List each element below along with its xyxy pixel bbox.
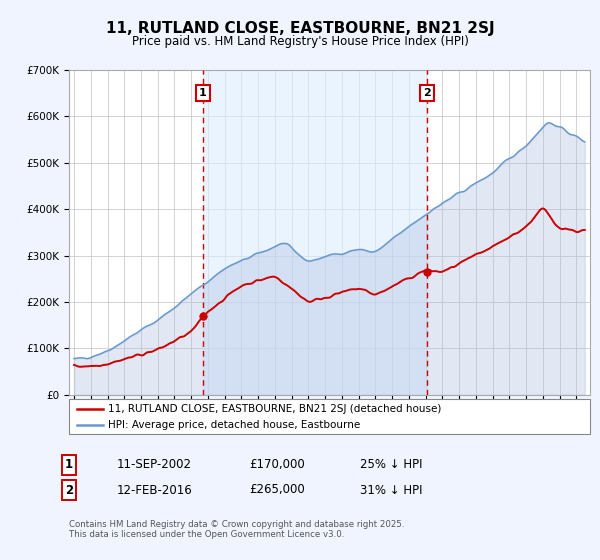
Bar (203, 70, 427, 395)
Text: Contains HM Land Registry data © Crown copyright and database right 2025.
This d: Contains HM Land Registry data © Crown c… (69, 520, 404, 539)
Text: 11-SEP-2002: 11-SEP-2002 (117, 458, 192, 472)
Text: 25% ↓ HPI: 25% ↓ HPI (360, 458, 422, 472)
Text: 11, RUTLAND CLOSE, EASTBOURNE, BN21 2SJ: 11, RUTLAND CLOSE, EASTBOURNE, BN21 2SJ (106, 21, 494, 36)
Text: HPI: Average price, detached house, Eastbourne: HPI: Average price, detached house, East… (108, 421, 361, 430)
Text: 2: 2 (424, 88, 431, 98)
Text: 11, RUTLAND CLOSE, EASTBOURNE, BN21 2SJ (detached house): 11, RUTLAND CLOSE, EASTBOURNE, BN21 2SJ … (108, 404, 442, 414)
Text: 1: 1 (199, 88, 207, 98)
Text: 31% ↓ HPI: 31% ↓ HPI (360, 483, 422, 497)
Text: 12-FEB-2016: 12-FEB-2016 (117, 483, 193, 497)
Text: 1: 1 (65, 458, 73, 472)
Text: £265,000: £265,000 (249, 483, 305, 497)
Text: £170,000: £170,000 (249, 458, 305, 472)
Text: 2: 2 (65, 483, 73, 497)
FancyBboxPatch shape (69, 399, 590, 434)
Text: Price paid vs. HM Land Registry's House Price Index (HPI): Price paid vs. HM Land Registry's House … (131, 35, 469, 48)
